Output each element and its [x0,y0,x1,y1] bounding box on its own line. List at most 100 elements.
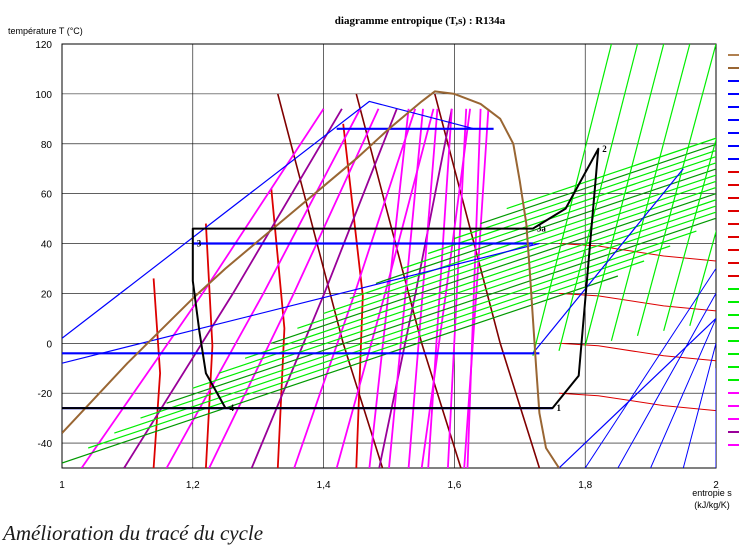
isochore-line [558,392,716,412]
legend-swatch [728,444,739,446]
isochore-line [270,188,286,468]
legend-swatch [728,418,739,420]
isobar-line [532,168,684,354]
superheat-line [323,180,716,314]
superheat-line [88,260,645,449]
isenthalp-line [250,108,398,468]
quality-line [434,93,541,468]
y-tick-label: 0 [46,339,52,350]
y-tick-label: -40 [38,439,53,450]
cycle-expansion [191,243,227,409]
isobar-line [558,317,716,468]
legend-swatch [728,301,739,303]
superheat-line [454,149,716,240]
legend-swatch [728,262,739,264]
isobar-line [617,293,716,468]
x-tick-label: 1,2 [186,480,200,491]
superheat-line [558,44,639,351]
quality-line [355,93,462,468]
legend-swatch [728,392,739,394]
cycle-point-label: 4 [230,403,235,413]
isobar-line [584,268,716,468]
superheat-line [715,318,716,321]
superheat-line [636,44,716,336]
legend-swatch [728,327,739,329]
isenthalp-line [420,108,471,468]
y-tick-label: 80 [41,140,53,151]
isochore-line [152,278,162,468]
legend [728,54,739,446]
superheat-line [480,143,716,225]
y-tick-label: 40 [41,240,53,251]
y-tick-label: 60 [41,190,53,201]
legend-swatch [728,119,739,121]
axis-ticks: 1 1,2 1,4 1,6 1,8 2 120 100 80 60 40 20 0 -20 -40 [35,40,719,491]
superheat-line [297,186,716,329]
legend-swatch [728,236,739,238]
isochore-line [558,342,716,362]
legend-swatch [728,171,739,173]
isobar-line [682,343,716,468]
legend-swatch [728,197,739,199]
superheat-line [689,229,716,326]
superheat-line [401,162,716,270]
legend-swatch [728,314,739,316]
y-tick-label: -20 [38,389,53,400]
quality-line [277,93,384,468]
isenthalp-line [208,108,380,468]
superheat-line [663,137,716,331]
superheat-line [428,156,716,255]
cycle-path [62,147,600,410]
superheat-line [610,44,691,341]
legend-swatch [728,210,739,212]
x-axis-label: entropie s [692,488,732,498]
isenthalp-line [165,108,361,468]
legend-swatch [728,184,739,186]
cycle-point-label: 1 [557,403,562,413]
legend-swatch [728,275,739,277]
y-tick-label: 20 [41,289,53,300]
x-tick-label: 2 [713,480,719,491]
legend-swatch [728,288,739,290]
legend-swatch [728,158,739,160]
isenthalp-line [80,108,325,468]
superheat-line [218,205,716,374]
isobar-line [650,318,716,468]
legend-swatch [728,249,739,251]
superheat-line [532,44,612,356]
cycle-point-labels: 1 2 3a 3 4 [197,144,607,413]
cycle-point-label: 3a [537,224,547,234]
legend-swatch [728,223,739,225]
legend-swatch [728,353,739,355]
isochore-line [342,123,364,468]
y-tick-label: 100 [35,90,52,101]
superheat-line [506,137,716,210]
superheat-line [375,168,716,284]
legend-swatch [728,67,739,69]
legend-swatch [728,54,739,56]
isobar-line [62,100,475,339]
isochore-line [558,243,716,262]
saturation-dome [62,90,560,468]
legend-swatch [728,431,739,433]
x-tick-label: 1 [59,480,65,491]
legend-swatch [728,132,739,134]
caption: Amélioration du tracé du cycle [3,521,264,545]
cycle-point-label: 3 [197,239,202,249]
x-tick-label: 1,8 [578,480,592,491]
x-tick-label: 1,4 [317,480,331,491]
legend-swatch [728,106,739,108]
superheat-line [192,211,716,389]
legend-swatch [728,379,739,381]
isenthalp-line [378,108,453,468]
legend-swatch [728,93,739,95]
plot-area [61,43,717,469]
superheat-line [166,217,716,404]
superheat-line [62,275,619,464]
isenthalp-line [123,108,343,468]
cycle-point-label: 2 [602,144,607,154]
isochore-line [205,223,214,468]
legend-swatch [728,80,739,82]
isenthalp-line [293,108,417,468]
legend-swatch [728,405,739,407]
